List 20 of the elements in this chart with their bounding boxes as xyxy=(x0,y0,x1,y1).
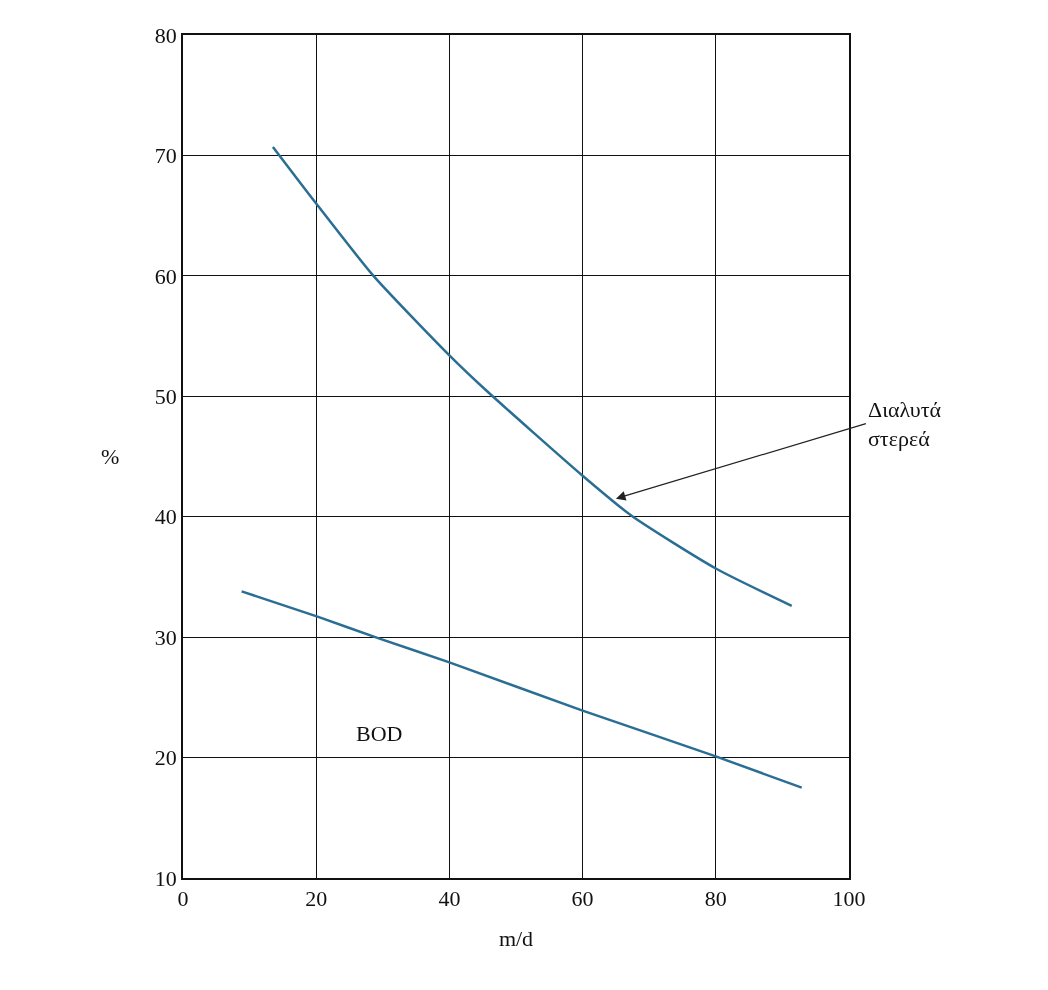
x-tick-label: 20 xyxy=(305,886,328,912)
y-tick-label: 70 xyxy=(154,143,177,169)
y-tick-label: 30 xyxy=(154,624,177,650)
y-tick-label: 60 xyxy=(154,263,177,289)
x-tick-label: 0 xyxy=(177,886,189,912)
y-axis-title: % xyxy=(101,444,120,469)
y-tick-label: 40 xyxy=(154,504,177,530)
x-tick-label: 100 xyxy=(832,886,866,912)
y-tick-label: 80 xyxy=(154,22,177,48)
x-axis-title: m/d xyxy=(498,925,534,951)
x-tick-label: 80 xyxy=(704,886,727,912)
x-tick-label: 60 xyxy=(571,886,594,912)
text: BOD xyxy=(356,721,403,746)
y-tick-label: 20 xyxy=(154,745,177,771)
x-tick-label: 40 xyxy=(438,886,461,912)
y-tick-label: 10 xyxy=(154,865,177,891)
line-series xyxy=(271,145,793,608)
y-tick-label: 50 xyxy=(154,383,177,409)
line-series xyxy=(240,590,803,789)
annotation: Διαλυτά στερεά xyxy=(868,397,942,451)
